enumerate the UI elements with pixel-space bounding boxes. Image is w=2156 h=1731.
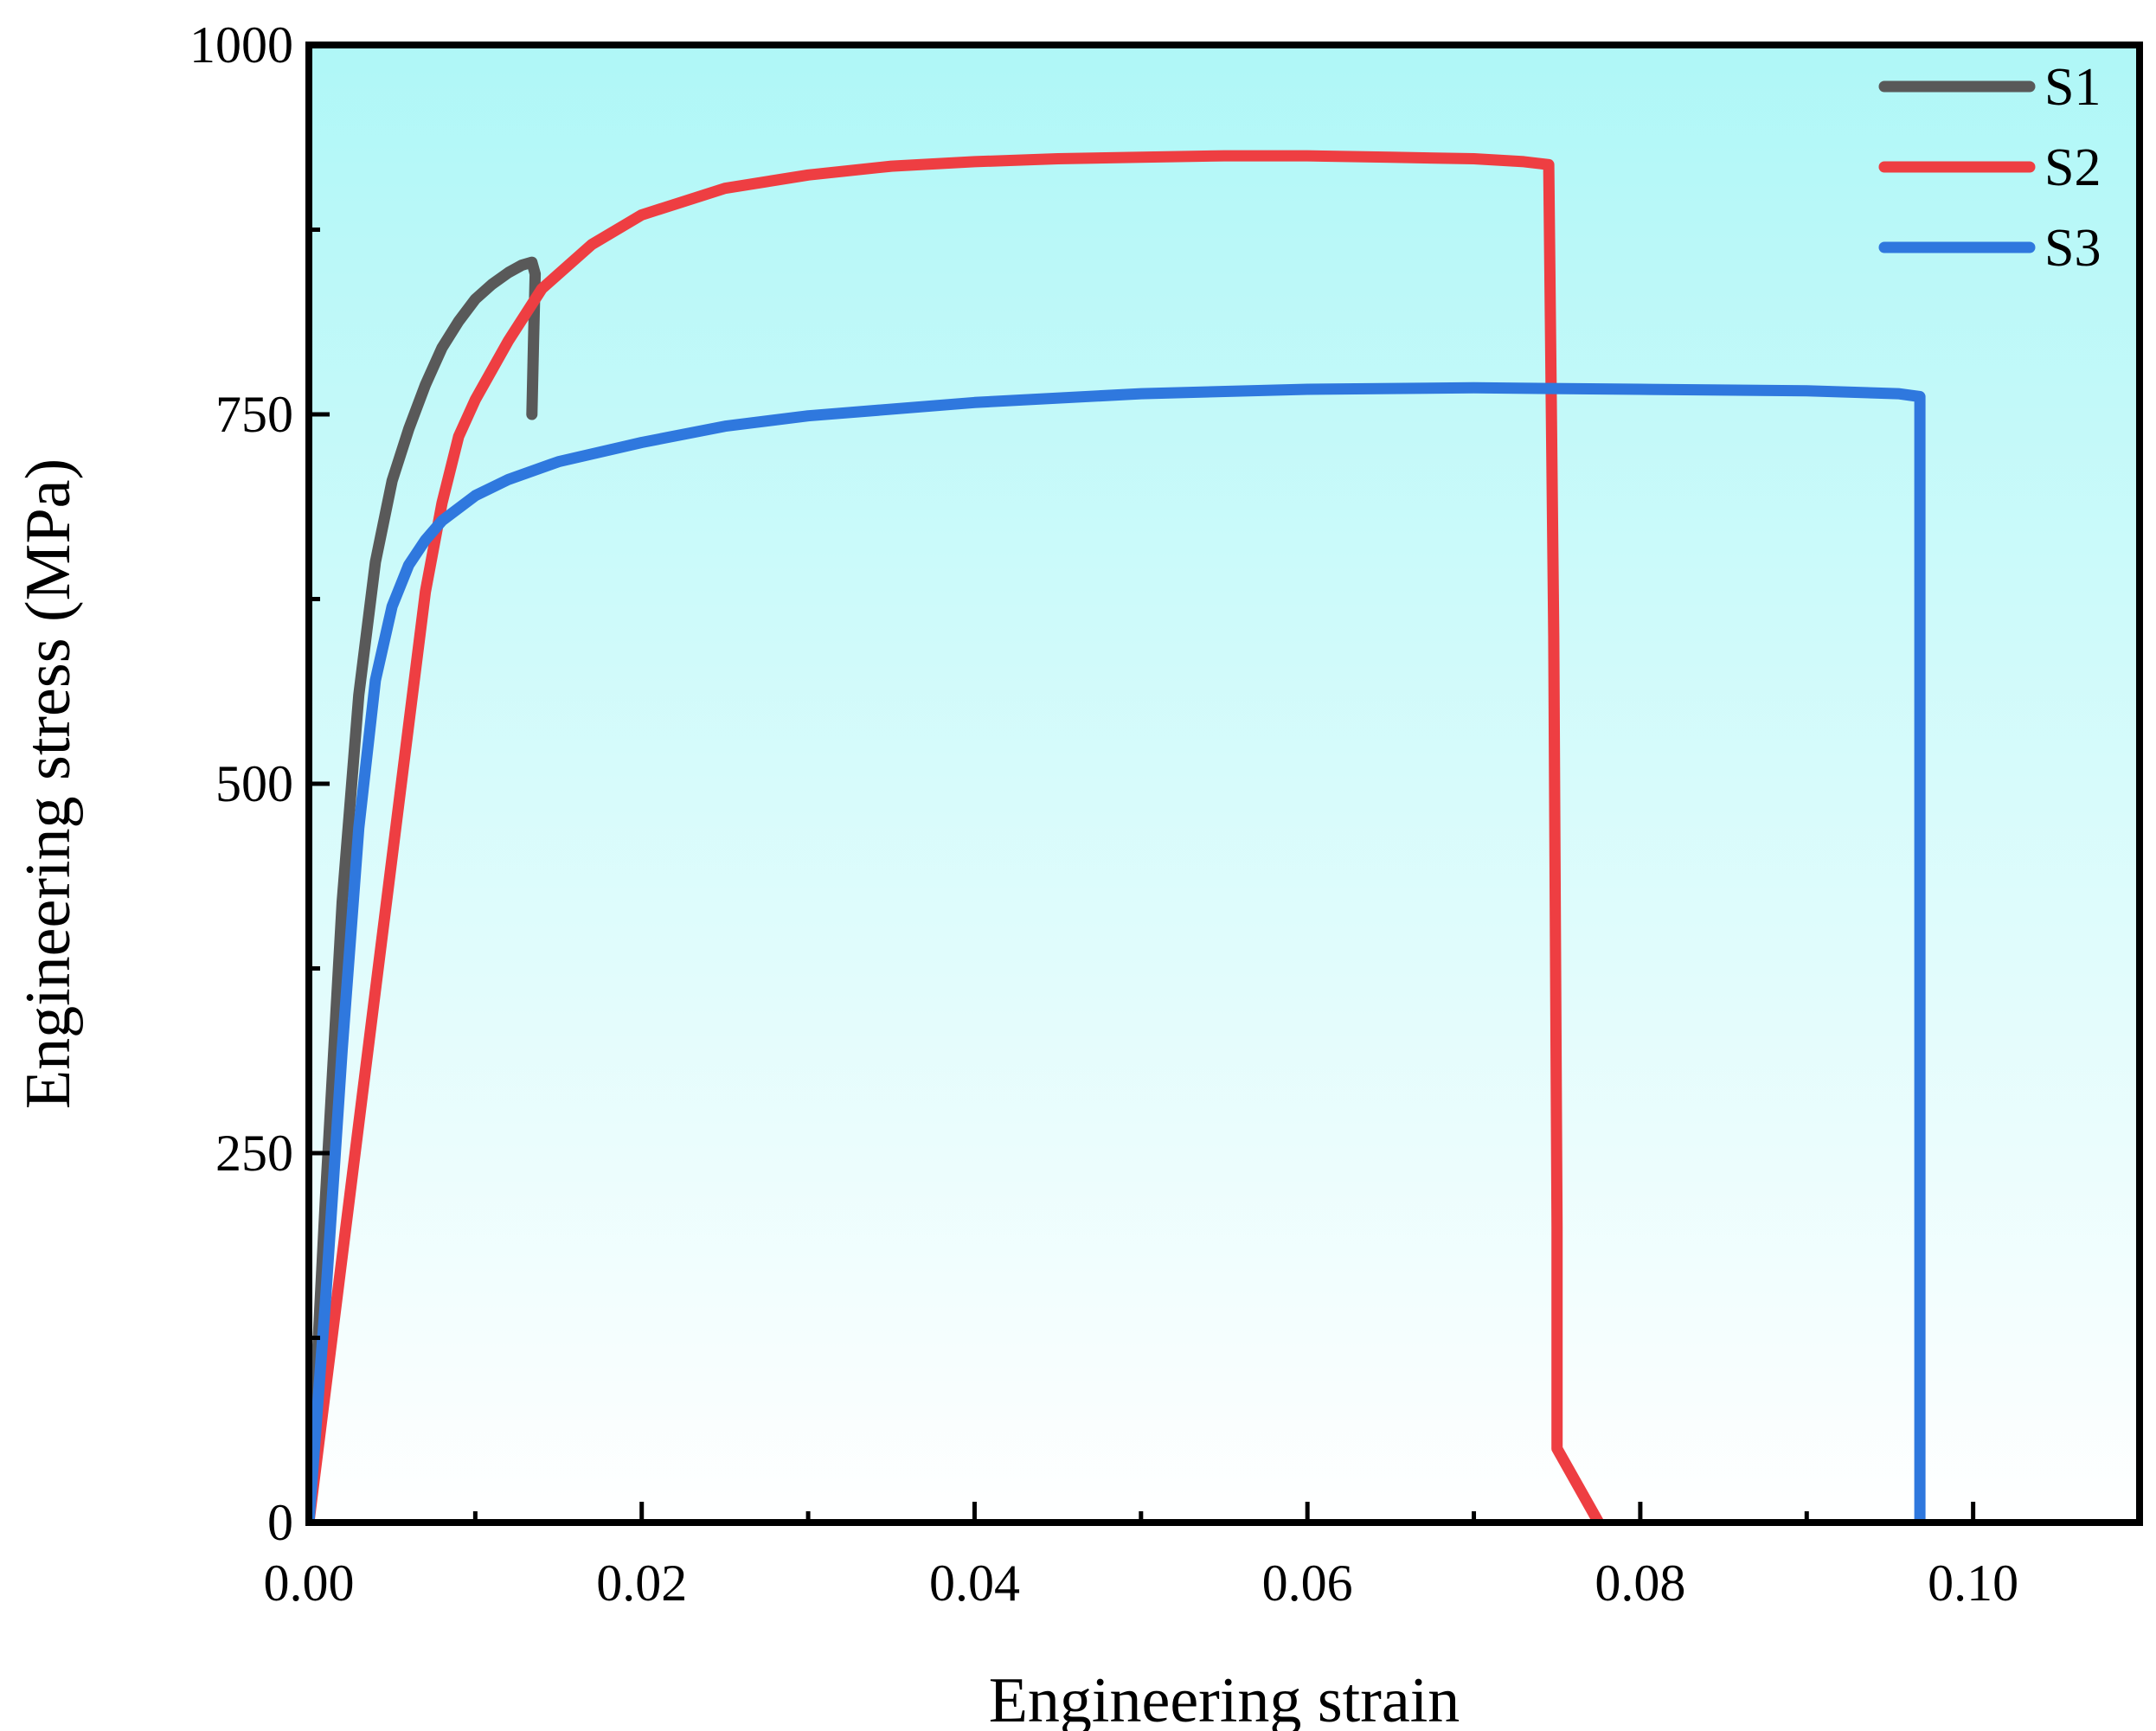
y-tick-label: 0 — [267, 1494, 293, 1551]
legend-label-s3: S3 — [2044, 219, 2101, 278]
x-axis-ticks: 0.00 0.02 0.04 0.06 0.08 0.10 — [264, 1502, 2018, 1612]
y-axis-title: Engineering stress (MPa) — [13, 458, 84, 1109]
y-tick-label: 500 — [215, 755, 293, 812]
y-tick-label: 1000 — [189, 16, 293, 74]
x-tick-label: 0.04 — [929, 1555, 1020, 1612]
series-line-s2 — [309, 150, 1605, 1523]
legend: S1 S2 S3 — [1878, 58, 2101, 278]
x-tick-label: 0.10 — [1928, 1555, 2018, 1612]
x-tick-label: 0.08 — [1595, 1555, 1685, 1612]
x-tick-label: 0.06 — [1262, 1555, 1353, 1612]
x-tick-label: 0.02 — [596, 1555, 687, 1612]
y-tick-label: 750 — [215, 386, 293, 443]
x-axis-title: Engineering strain — [989, 1665, 1460, 1731]
plot-background — [309, 45, 2140, 1523]
x-tick-label: 0.00 — [264, 1555, 355, 1612]
y-tick-label: 250 — [215, 1125, 293, 1182]
legend-label-s2: S2 — [2044, 138, 2101, 197]
series-layer — [309, 150, 1926, 1523]
y-axis-ticks: 0 250 500 750 1000 — [189, 16, 330, 1551]
series-line-s1 — [309, 256, 542, 1523]
legend-label-s1: S1 — [2044, 58, 2101, 117]
series-line-s3 — [309, 381, 1926, 1523]
